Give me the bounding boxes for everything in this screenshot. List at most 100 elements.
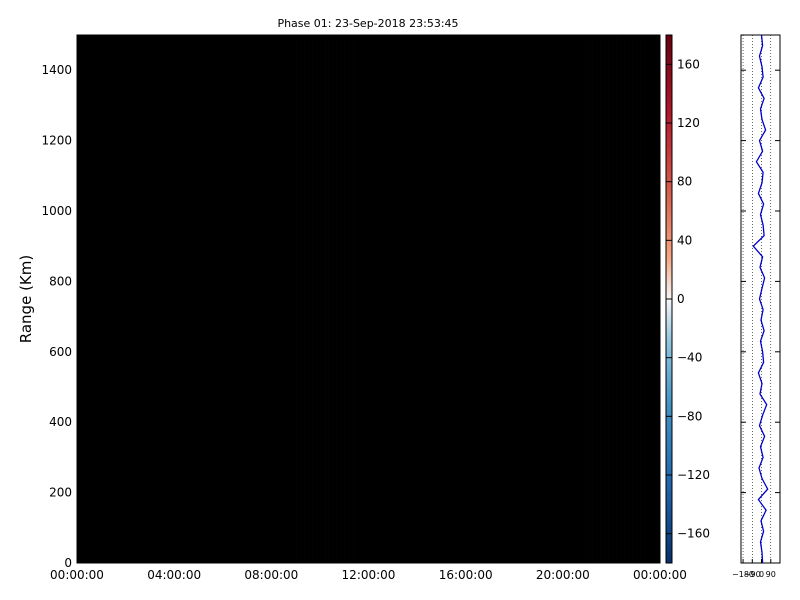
heatmap-cell xyxy=(420,43,425,48)
heatmap-cell xyxy=(512,39,517,44)
heatmap-cell xyxy=(364,83,369,88)
heatmap-cell xyxy=(396,163,401,168)
heatmap-cell xyxy=(560,159,565,164)
heatmap-cell xyxy=(600,67,605,72)
heatmap-cell xyxy=(580,151,585,156)
heatmap-cell xyxy=(252,51,258,56)
heatmap-cell xyxy=(348,55,353,60)
heatmap-cell xyxy=(288,143,293,148)
heatmap-cell xyxy=(376,139,381,144)
heatmap-cell xyxy=(256,79,262,84)
heatmap-cell xyxy=(216,71,222,76)
heatmap-cell xyxy=(520,47,525,52)
heatmap-cell xyxy=(652,63,657,68)
heatmap-cell xyxy=(448,43,453,48)
heatmap-cell xyxy=(356,167,361,172)
heatmap-cell xyxy=(100,87,106,92)
heatmap-cell xyxy=(380,111,385,116)
heatmap-cell xyxy=(412,159,417,164)
heatmap-cell xyxy=(352,139,357,144)
heatmap-cell xyxy=(160,79,166,84)
heatmap-cell xyxy=(212,35,218,40)
heatmap-cell xyxy=(152,79,158,84)
heatmap-cell xyxy=(648,155,653,160)
heatmap-cell xyxy=(436,119,441,124)
heatmap-cell xyxy=(496,51,501,56)
heatmap-cell xyxy=(88,111,94,116)
heatmap-cell xyxy=(312,43,317,48)
heatmap-cell xyxy=(624,83,629,88)
heatmap-cell xyxy=(252,107,258,112)
heatmap-cell xyxy=(220,39,226,44)
heatmap-cell xyxy=(312,107,317,112)
heatmap-cell xyxy=(532,79,537,84)
heatmap-cell xyxy=(352,163,357,168)
heatmap-cell xyxy=(596,131,601,136)
heatmap-cell xyxy=(424,79,429,84)
heatmap-cell xyxy=(308,115,313,120)
heatmap-cell xyxy=(592,79,597,84)
heatmap-cell xyxy=(444,167,449,172)
heatmap-cell xyxy=(216,139,222,144)
heatmap-cell xyxy=(276,87,281,92)
heatmap-cell xyxy=(320,59,325,64)
heatmap-cell xyxy=(652,51,657,56)
heatmap-cell xyxy=(200,127,206,132)
heatmap-cell xyxy=(332,107,337,112)
heatmap-cell xyxy=(276,103,281,108)
heatmap-cell xyxy=(364,99,369,104)
heatmap-cell xyxy=(648,99,653,104)
heatmap-cell xyxy=(236,107,242,112)
heatmap-cell xyxy=(348,91,353,96)
heatmap-cell xyxy=(208,131,214,136)
heatmap-cell xyxy=(144,143,150,148)
heatmap-cell xyxy=(340,71,345,76)
heatmap-cell xyxy=(300,103,305,108)
heatmap-cell xyxy=(640,91,645,96)
heatmap-cell xyxy=(400,43,405,48)
heatmap-cell xyxy=(284,143,289,148)
heatmap-cell xyxy=(652,131,657,136)
heatmap-cell xyxy=(240,115,246,120)
heatmap-cell xyxy=(464,143,469,148)
heatmap-cell xyxy=(108,131,114,136)
heatmap-cell xyxy=(480,107,485,112)
heatmap-cell xyxy=(612,43,617,48)
heatmap-cell xyxy=(600,55,605,60)
heatmap-cell xyxy=(604,107,609,112)
heatmap-cell xyxy=(148,155,154,160)
heatmap-cell xyxy=(224,155,230,160)
heatmap-cell xyxy=(364,123,369,128)
heatmap-cell xyxy=(440,127,445,132)
heatmap-cell xyxy=(256,87,262,92)
heatmap-cell xyxy=(540,163,545,168)
heatmap-cell xyxy=(120,71,126,76)
heatmap-cell xyxy=(416,127,421,132)
heatmap-cell xyxy=(540,147,545,152)
heatmap-cell xyxy=(524,87,529,92)
heatmap-cell xyxy=(324,79,329,84)
heatmap-cell xyxy=(80,139,86,144)
heatmap-cell xyxy=(104,159,110,164)
heatmap-cell xyxy=(128,135,134,140)
heatmap-cell xyxy=(648,35,653,40)
heatmap-cell xyxy=(356,111,361,116)
heatmap-cell xyxy=(392,55,397,60)
heatmap-cell xyxy=(512,87,517,92)
heatmap-cell xyxy=(136,119,142,124)
heatmap-cell xyxy=(200,75,206,80)
heatmap-cell xyxy=(220,127,226,132)
heatmap-cell xyxy=(596,115,601,120)
heatmap-cell xyxy=(624,135,629,140)
heatmap-cell xyxy=(460,115,465,120)
heatmap-cell xyxy=(448,123,453,128)
heatmap-cell xyxy=(648,91,653,96)
heatmap-cell xyxy=(560,83,565,88)
heatmap-cell xyxy=(508,91,513,96)
heatmap-cell xyxy=(484,147,489,152)
heatmap-cell xyxy=(652,71,657,76)
heatmap-cell xyxy=(548,83,553,88)
heatmap-cell xyxy=(324,43,329,48)
heatmap-cell xyxy=(632,123,637,128)
heatmap-cell xyxy=(488,83,493,88)
